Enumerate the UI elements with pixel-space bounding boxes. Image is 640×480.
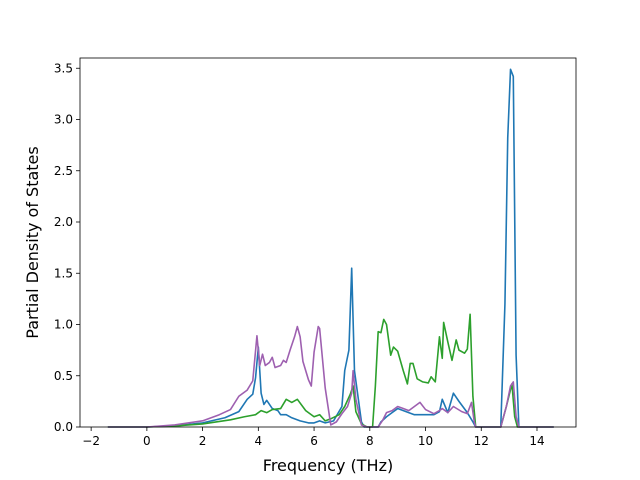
x-tick-label: 2: [199, 434, 207, 448]
y-tick-label: 1.5: [54, 266, 73, 280]
x-tick-label: 10: [418, 434, 433, 448]
plot-frame: [79, 57, 577, 428]
y-tick-label: 0.5: [54, 369, 73, 383]
x-axis-ticks: −2 0 2 4 6 8 10 12 14: [82, 427, 545, 448]
y-tick-label: 3.0: [54, 113, 73, 127]
x-tick-label: −2: [82, 434, 100, 448]
series-line-3: [107, 325, 554, 428]
x-tick-label: 4: [255, 434, 263, 448]
x-tick-label: 8: [366, 434, 374, 448]
y-tick-label: 3.5: [54, 61, 73, 75]
series-layer: [107, 68, 554, 428]
x-axis-title: Frequency (THz): [263, 456, 393, 475]
y-axis-ticks: 0.0 0.5 1.0 1.5 2.0 2.5 3.0 3.5: [54, 61, 80, 434]
series-line-2: [107, 313, 554, 428]
x-tick-label: 12: [474, 434, 489, 448]
x-tick-label: 0: [143, 434, 151, 448]
y-axis-title: Partial Density of States: [23, 146, 42, 338]
y-tick-label: 2.0: [54, 215, 73, 229]
y-tick-label: 0.0: [54, 420, 73, 434]
y-tick-label: 1.0: [54, 318, 73, 332]
x-tick-label: 6: [310, 434, 318, 448]
x-tick-label: 14: [529, 434, 544, 448]
y-tick-label: 2.5: [54, 164, 73, 178]
